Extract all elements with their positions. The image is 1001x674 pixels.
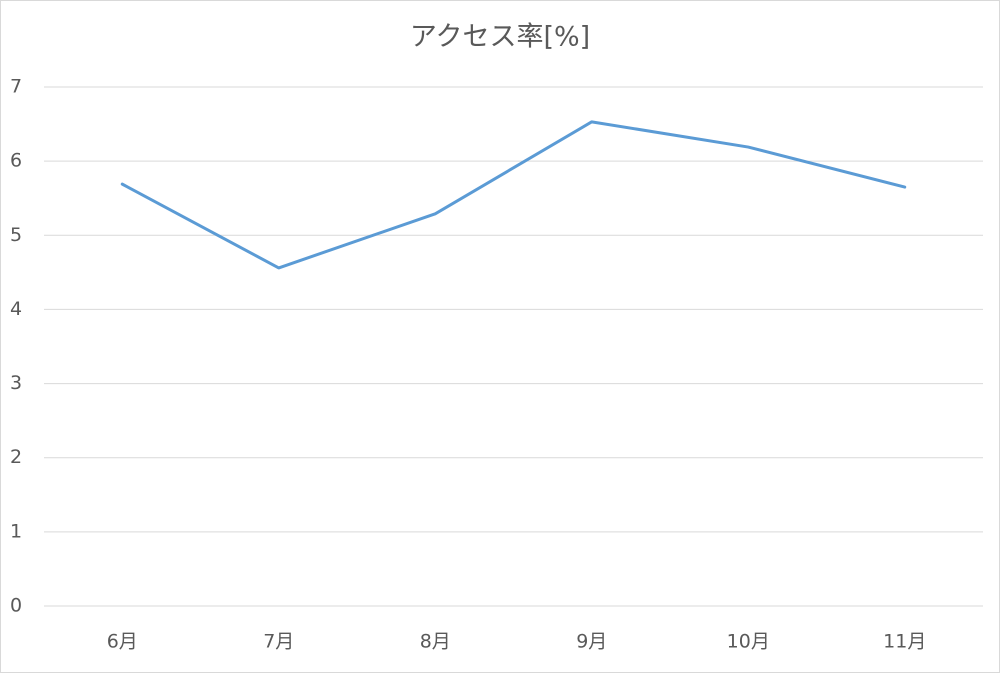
y-tick-label: 5	[10, 224, 22, 246]
y-tick-label: 0	[10, 595, 22, 617]
x-tick-label: 7月	[263, 631, 294, 653]
chart-title: アクセス率[%]	[410, 22, 590, 53]
y-tick-label: 7	[10, 76, 22, 98]
x-tick-label: 11月	[883, 631, 926, 653]
x-tick-label: 9月	[576, 631, 607, 653]
y-tick-label: 2	[10, 446, 22, 468]
y-tick-label: 1	[10, 520, 22, 542]
x-tick-label: 8月	[420, 631, 451, 653]
data-line	[120, 120, 907, 270]
y-tick-label: 4	[10, 298, 22, 320]
y-tick-label: 3	[10, 372, 22, 394]
x-tick-label: 10月	[727, 631, 770, 653]
y-tick-label: 6	[10, 150, 22, 172]
x-tick-label: 6月	[107, 631, 138, 653]
